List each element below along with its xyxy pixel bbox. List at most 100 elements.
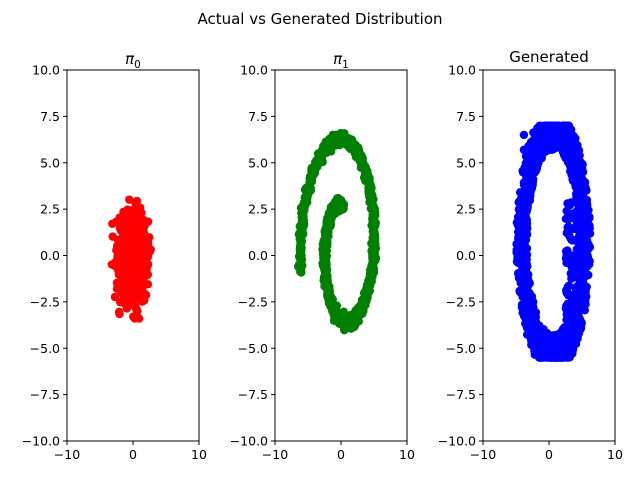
scatter-point	[573, 317, 582, 327]
scatter-point	[563, 246, 572, 255]
scatter-point	[515, 235, 524, 244]
x-tick-label: −10	[54, 447, 80, 462]
panel-pi0: π0 −10 0 10 −10.0 −7.5 −5.0 −2.5 0.0 2.5 5.0 7.5 10…	[22, 50, 207, 462]
pi1-ticks: −10 0 10 −10.0 −7.5 −5.0 −2.5 0.0 2.5 5.0 7.5 10.0	[230, 63, 415, 463]
scatter-point	[576, 217, 585, 227]
scatter-point	[296, 266, 306, 275]
scatter-point	[547, 349, 556, 359]
scatter-point	[544, 121, 553, 130]
scatter-point	[366, 204, 376, 213]
scatter-point	[115, 309, 124, 319]
scatter-point	[513, 248, 522, 257]
scatter-point	[133, 248, 143, 257]
x-tick-label: 10	[607, 447, 623, 462]
scatter-point	[567, 274, 576, 283]
scatter-point	[519, 274, 528, 284]
scatter-point	[574, 309, 583, 319]
scatter-point	[525, 195, 534, 205]
scatter-point	[115, 223, 125, 233]
scatter-point	[532, 164, 541, 173]
scatter-point	[130, 314, 140, 323]
y-tick-label: 5.0	[248, 155, 268, 170]
scatter-point	[112, 284, 122, 293]
scatter-point	[115, 297, 125, 307]
scatter-point	[558, 348, 567, 357]
scatter-point	[126, 300, 136, 309]
x-tick-label: 0	[129, 447, 137, 462]
scatter-point	[562, 315, 571, 324]
y-tick-label: 5.0	[456, 155, 476, 170]
scatter-point	[110, 292, 120, 302]
panel-generated: Generated −10 0 10 −10.0 −7.5 −5.0 −2.5 0.0 2.5 5…	[438, 48, 623, 462]
panel-pi1-title: π1	[333, 50, 349, 71]
y-tick-label: 7.5	[248, 109, 268, 124]
pi1-points	[293, 128, 381, 335]
scatter-point	[520, 282, 529, 292]
scatter-point	[126, 263, 135, 272]
scatter-point	[522, 165, 531, 175]
y-tick-label: 7.5	[40, 109, 60, 124]
x-tick-label: −10	[470, 447, 496, 462]
scatter-point	[122, 237, 132, 246]
scatter-point	[354, 317, 363, 326]
scatter-point	[132, 212, 141, 221]
y-tick-label: −2.5	[238, 294, 268, 309]
scatter-point	[566, 167, 575, 176]
scatter-point	[369, 233, 378, 242]
scatter-point	[561, 144, 570, 153]
scatter-point	[523, 202, 532, 212]
scatter-point	[519, 130, 529, 140]
y-tick-label: −7.5	[446, 387, 476, 402]
scatter-point	[142, 239, 151, 249]
y-tick-label: 7.5	[456, 109, 476, 124]
scatter-point	[554, 341, 563, 350]
scatter-point	[113, 235, 123, 245]
scatter-point	[519, 215, 528, 225]
scatter-point	[133, 227, 142, 237]
scatter-point	[550, 129, 559, 138]
scatter-point	[521, 258, 531, 267]
scatter-point	[576, 183, 585, 192]
scatter-point	[514, 223, 524, 232]
scatter-point	[547, 333, 557, 343]
scatter-point	[573, 141, 582, 150]
scatter-point	[566, 159, 575, 168]
panel-pi1: π1 −10 0 10 −10.0 −7.5 −5.0 −2.5 0.0 2.5 5.0 7.5 10…	[230, 50, 415, 462]
scatter-point	[119, 262, 128, 271]
scatter-point	[518, 304, 528, 313]
scatter-point	[107, 260, 117, 269]
scatter-point	[319, 141, 328, 151]
scatter-point	[563, 128, 572, 137]
y-tick-label: −7.5	[30, 387, 60, 402]
y-tick-label: 2.5	[40, 202, 60, 217]
y-tick-label: 0.0	[40, 248, 60, 263]
y-tick-label: −2.5	[446, 294, 476, 309]
scatter-point	[112, 241, 122, 251]
y-tick-label: −2.5	[30, 294, 60, 309]
scatter-point	[576, 324, 585, 334]
scatter-point	[567, 235, 576, 244]
scatter-point	[533, 322, 542, 331]
scatter-point	[132, 196, 142, 206]
scatter-point	[516, 196, 525, 205]
pi0-ticks: −10 0 10 −10.0 −7.5 −5.0 −2.5 0.0 2.5 5.0 7.5 10.0	[22, 63, 207, 463]
pi0-points	[107, 195, 155, 323]
scatter-point	[549, 144, 559, 154]
panel-pi0-title: π0	[125, 50, 141, 71]
scatter-point	[542, 128, 552, 137]
x-tick-label: 0	[337, 447, 345, 462]
scatter-point	[526, 296, 536, 305]
scatter-point	[125, 212, 134, 221]
x-tick-label: 10	[191, 447, 207, 462]
y-tick-label: 0.0	[456, 248, 476, 263]
y-tick-label: −5.0	[446, 341, 476, 356]
y-tick-label: −10.0	[438, 434, 476, 449]
scatter-point	[523, 183, 532, 193]
scatter-point	[521, 315, 531, 325]
scatter-point	[123, 291, 132, 300]
y-tick-label: −10.0	[22, 434, 60, 449]
scatter-point	[320, 256, 330, 265]
scatter-point	[575, 250, 585, 259]
scatter-point	[564, 222, 573, 231]
